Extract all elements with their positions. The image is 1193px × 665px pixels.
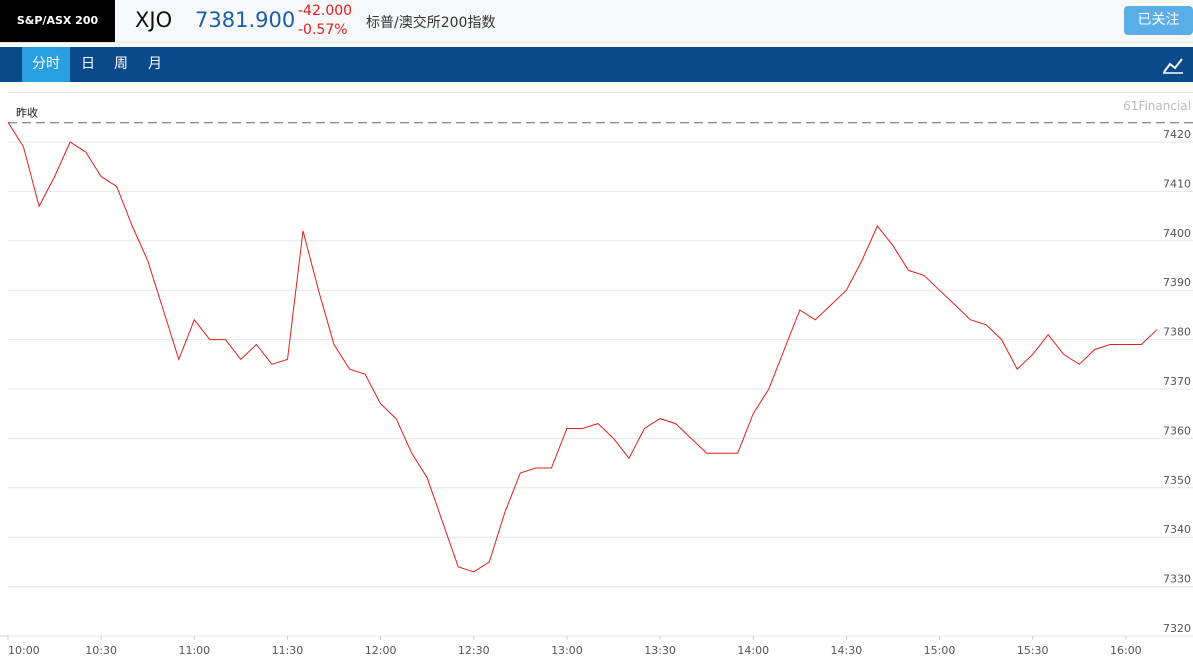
x-tick-label: 13:30 xyxy=(644,644,676,657)
x-tick-label: 13:00 xyxy=(551,644,583,657)
tab[interactable]: 分时 xyxy=(22,47,70,82)
y-tick-label: 7340 xyxy=(1163,523,1191,536)
tab[interactable]: 周 xyxy=(114,56,128,72)
nav-bar: 分时 日 周 月 xyxy=(0,47,1193,82)
prev-close-label: 昨收 xyxy=(16,106,38,120)
change: -42.000 xyxy=(298,3,353,19)
price-line xyxy=(7,121,1158,573)
y-tick-label: 7390 xyxy=(1163,276,1191,289)
x-tick-label: 12:30 xyxy=(458,644,490,657)
x-tick-label: 11:30 xyxy=(272,644,304,657)
watermark: 61Financial xyxy=(1123,99,1191,113)
y-tick-label: 7420 xyxy=(1163,128,1191,141)
y-tick-label: 7350 xyxy=(1163,474,1191,487)
y-tick-label: 7370 xyxy=(1163,375,1191,388)
logo: S&P/ASX 200 xyxy=(0,0,115,42)
y-tick-label: 7360 xyxy=(1163,424,1191,437)
x-tick-label: 10:00 xyxy=(8,644,40,657)
change-pct: -0.57% xyxy=(298,22,348,38)
y-tick-label: 7330 xyxy=(1163,573,1191,586)
x-tick-label: 10:30 xyxy=(85,644,117,657)
x-tick-label: 15:30 xyxy=(1017,644,1049,657)
symbol: XJO xyxy=(135,8,173,32)
x-tick-label: 12:00 xyxy=(365,644,397,657)
y-tick-label: 7320 xyxy=(1163,622,1191,635)
tab[interactable]: 月 xyxy=(148,56,162,72)
x-tick-label: 14:00 xyxy=(737,644,769,657)
tab[interactable]: 日 xyxy=(81,56,95,72)
x-tick-label: 16:00 xyxy=(1110,644,1142,657)
index-name: 标普/澳交所200指数 xyxy=(366,15,496,31)
chart: 7320 7330 7340 7350 7360 7370 7380 7390 7400 7410… xyxy=(0,92,1193,657)
change-box: -42.000 -0.57% xyxy=(298,2,352,40)
x-tick-label: 14:30 xyxy=(831,644,863,657)
y-tick-label: 7400 xyxy=(1163,227,1191,240)
chart-icon[interactable] xyxy=(1158,51,1188,78)
header: S&P/ASX 200 XJO 7381.900 -42.000 -0.57% … xyxy=(0,0,1193,43)
follow-button[interactable]: 已关注 xyxy=(1124,6,1193,35)
x-tick-label: 11:00 xyxy=(178,644,210,657)
price: 7381.900 xyxy=(195,8,296,32)
y-tick-label: 7410 xyxy=(1163,177,1191,190)
y-tick-label: 7380 xyxy=(1163,326,1191,339)
x-tick-label: 15:00 xyxy=(924,644,956,657)
